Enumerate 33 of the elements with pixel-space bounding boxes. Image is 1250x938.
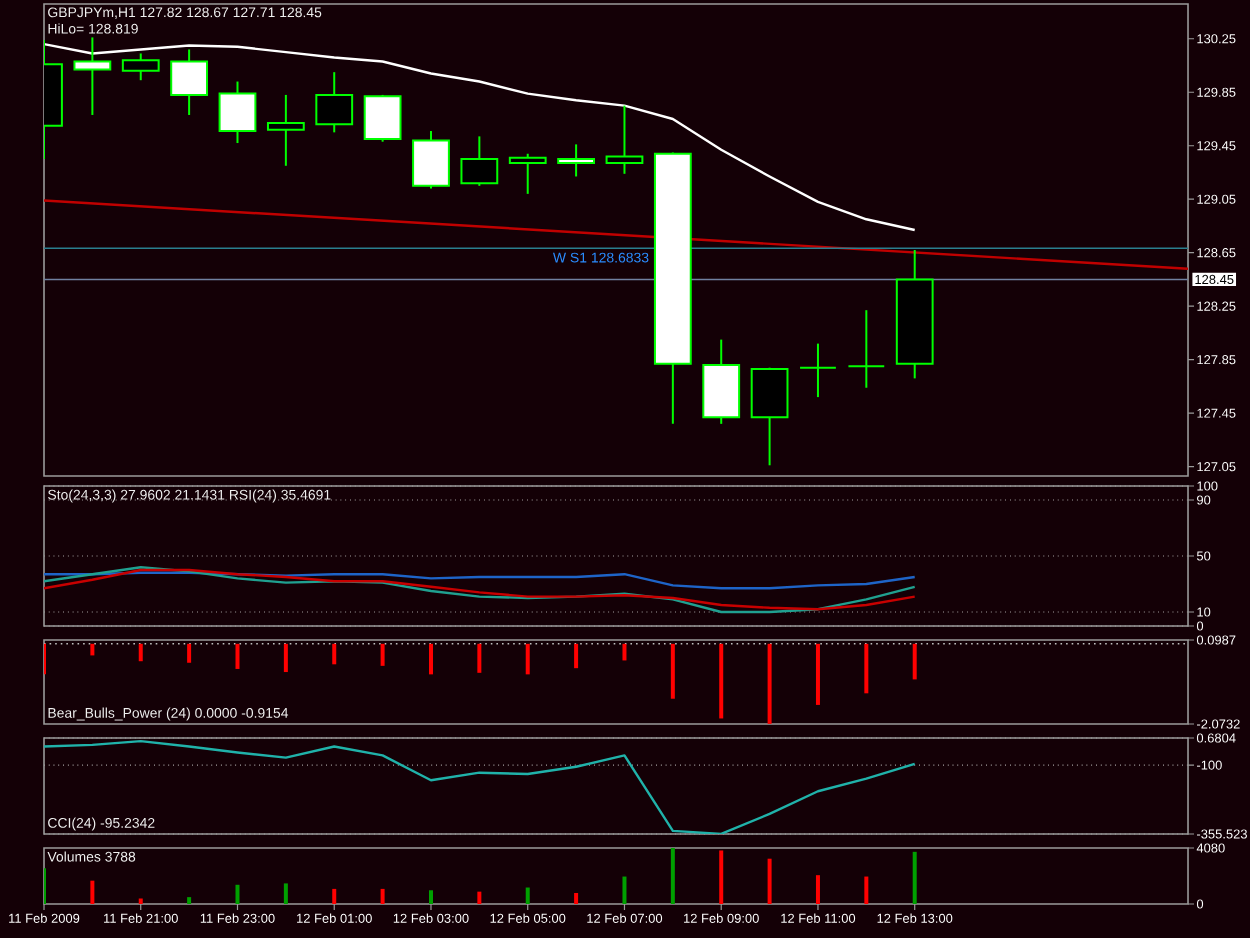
candlestick xyxy=(121,52,160,82)
candlestick xyxy=(412,130,450,190)
bar xyxy=(912,851,917,904)
bar xyxy=(670,848,675,904)
candlestick xyxy=(315,71,354,134)
candlestick xyxy=(363,93,402,143)
bar xyxy=(622,876,627,904)
bar xyxy=(719,850,724,904)
bar xyxy=(332,888,337,904)
candlestick xyxy=(218,80,257,145)
candlestick xyxy=(266,93,305,167)
candlestick xyxy=(170,48,209,116)
bar xyxy=(187,897,192,904)
candlestick xyxy=(847,309,886,389)
bar xyxy=(380,888,385,904)
bar xyxy=(815,875,820,904)
bar xyxy=(525,887,530,904)
bar xyxy=(90,880,95,904)
candlestick xyxy=(799,342,837,399)
candlestick xyxy=(557,143,595,178)
bar xyxy=(767,858,772,904)
candlestick xyxy=(508,152,547,195)
bar xyxy=(428,890,433,904)
bar xyxy=(138,898,143,904)
line-series xyxy=(44,739,916,834)
bar xyxy=(477,891,482,904)
bar xyxy=(235,884,240,904)
bar xyxy=(574,893,579,904)
line-series xyxy=(44,42,916,232)
bar xyxy=(283,883,288,904)
bar xyxy=(864,876,869,904)
candlestick xyxy=(460,135,499,187)
candlestick xyxy=(605,104,644,175)
